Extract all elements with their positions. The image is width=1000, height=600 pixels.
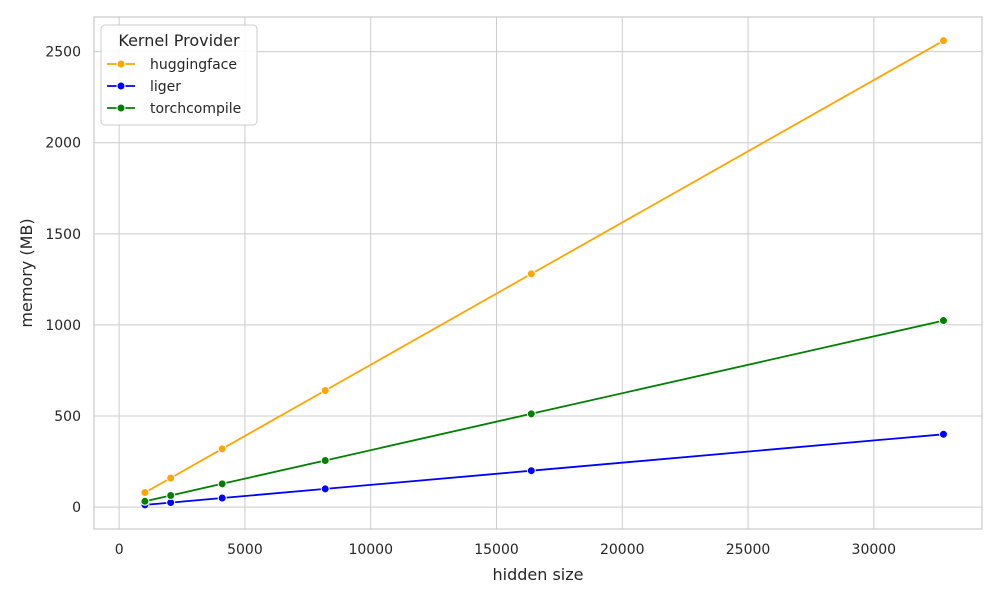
y-tick-labels: 0 500 1000 1500 2000 2500 xyxy=(45,45,81,517)
legend-label: liger xyxy=(150,79,181,95)
legend-entry-huggingface: huggingface xyxy=(107,57,237,73)
data-point xyxy=(938,36,948,46)
data-point xyxy=(166,473,176,483)
plot-frame xyxy=(93,16,983,530)
y-tick-label: 1000 xyxy=(45,318,81,334)
data-point xyxy=(217,493,227,503)
x-tick-label: 30000 xyxy=(852,542,897,558)
legend: Kernel Provider huggingface liger torchcom… xyxy=(100,24,258,126)
x-tick-label: 15000 xyxy=(474,542,519,558)
series-huggingface xyxy=(140,36,948,498)
data-point xyxy=(320,455,330,465)
y-tick-label: 2000 xyxy=(45,136,81,152)
x-tick-label: 10000 xyxy=(348,542,393,558)
x-tick-label: 25000 xyxy=(726,542,771,558)
grid-lines xyxy=(94,17,982,529)
y-tick-label: 1500 xyxy=(45,227,81,243)
y-tick-label: 500 xyxy=(54,409,81,425)
data-point xyxy=(140,496,150,506)
legend-swatch-marker xyxy=(116,103,126,113)
series-torchcompile xyxy=(140,316,948,506)
data-point xyxy=(140,488,150,498)
data-point xyxy=(166,490,176,500)
legend-swatch-marker xyxy=(116,59,126,69)
legend-label: torchcompile xyxy=(150,101,241,117)
legend-entry-torchcompile: torchcompile xyxy=(107,101,241,117)
data-point xyxy=(526,269,536,279)
x-tick-labels: 0 5000 10000 15000 20000 25000 30000 xyxy=(115,542,896,558)
x-tick-label: 20000 xyxy=(600,542,645,558)
x-tick-label: 0 xyxy=(115,542,124,558)
data-point xyxy=(526,409,536,419)
x-axis-label: hidden size xyxy=(493,565,584,584)
y-axis-label: memory (MB) xyxy=(17,218,36,327)
data-point xyxy=(320,484,330,494)
legend-title: Kernel Provider xyxy=(118,31,240,50)
data-point xyxy=(217,479,227,489)
data-point xyxy=(938,429,948,439)
x-tick-label: 5000 xyxy=(227,542,263,558)
series-liger xyxy=(140,429,948,510)
y-tick-label: 2500 xyxy=(45,45,81,61)
legend-label: huggingface xyxy=(150,57,237,73)
data-point xyxy=(938,316,948,326)
data-point xyxy=(320,386,330,396)
legend-box xyxy=(100,24,258,126)
series-group xyxy=(140,36,948,510)
data-point xyxy=(217,444,227,454)
data-point xyxy=(526,466,536,476)
legend-swatch-marker xyxy=(116,81,126,91)
legend-entry-liger: liger xyxy=(107,79,181,95)
legend-entries: huggingface liger torchcompile xyxy=(107,57,241,117)
y-tick-label: 0 xyxy=(72,500,81,516)
series-line xyxy=(144,39,944,494)
